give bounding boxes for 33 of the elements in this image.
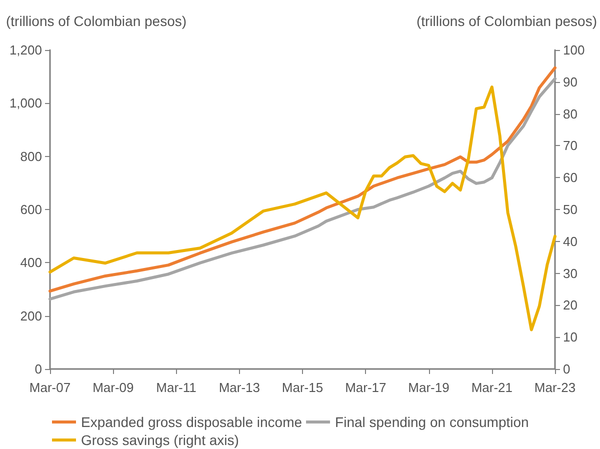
y2-tick-label: 30 [563, 266, 578, 281]
y2-tick-label: 80 [563, 106, 578, 122]
y-tick-label: 1,200 [9, 42, 42, 58]
x-tick-label: Mar-19 [408, 380, 450, 395]
y2-tick-label: 90 [563, 74, 578, 90]
x-tick-label: Mar-17 [345, 380, 386, 395]
x-tick-label: Mar-09 [92, 380, 134, 395]
x-tick-label: Mar-11 [156, 380, 196, 395]
y2-tick-label: 60 [563, 170, 578, 186]
y2-tick-label: 20 [563, 298, 578, 313]
y-tick-label: 400 [20, 255, 42, 270]
y2-axis-title: (trillions of Colombian pesos) [416, 13, 597, 29]
y2-tick-label: 10 [563, 330, 578, 345]
legend-label: Expanded gross disposable income [81, 414, 302, 430]
line-series [48, 86, 556, 332]
y-tick-label: 0 [34, 362, 42, 376]
y2-tick-label: 70 [563, 138, 578, 154]
x-tick-label: Mar-07 [29, 380, 71, 395]
y2-tick-label: 0 [563, 362, 570, 376]
x-tick-label: Mar-13 [218, 380, 260, 395]
y2-tick-label: 100 [563, 42, 585, 58]
y2-tick-label: 50 [563, 202, 578, 217]
x-tick-label: Mar-15 [282, 380, 324, 395]
x-tick-label: Mar-23 [534, 380, 576, 395]
legend-label: Final spending on consumption [335, 414, 529, 430]
y-tick-label: 600 [20, 202, 42, 217]
x-tick-label: Mar-21 [471, 380, 513, 395]
legend-label: Gross savings (right axis) [81, 432, 239, 448]
y-tick-label: 800 [20, 148, 42, 164]
y2-tick-label: 40 [563, 234, 578, 249]
y-axis-title: (trillions of Colombian pesos) [6, 13, 187, 29]
y-tick-label: 200 [20, 308, 42, 324]
y-tick-label: 1,000 [9, 96, 42, 111]
